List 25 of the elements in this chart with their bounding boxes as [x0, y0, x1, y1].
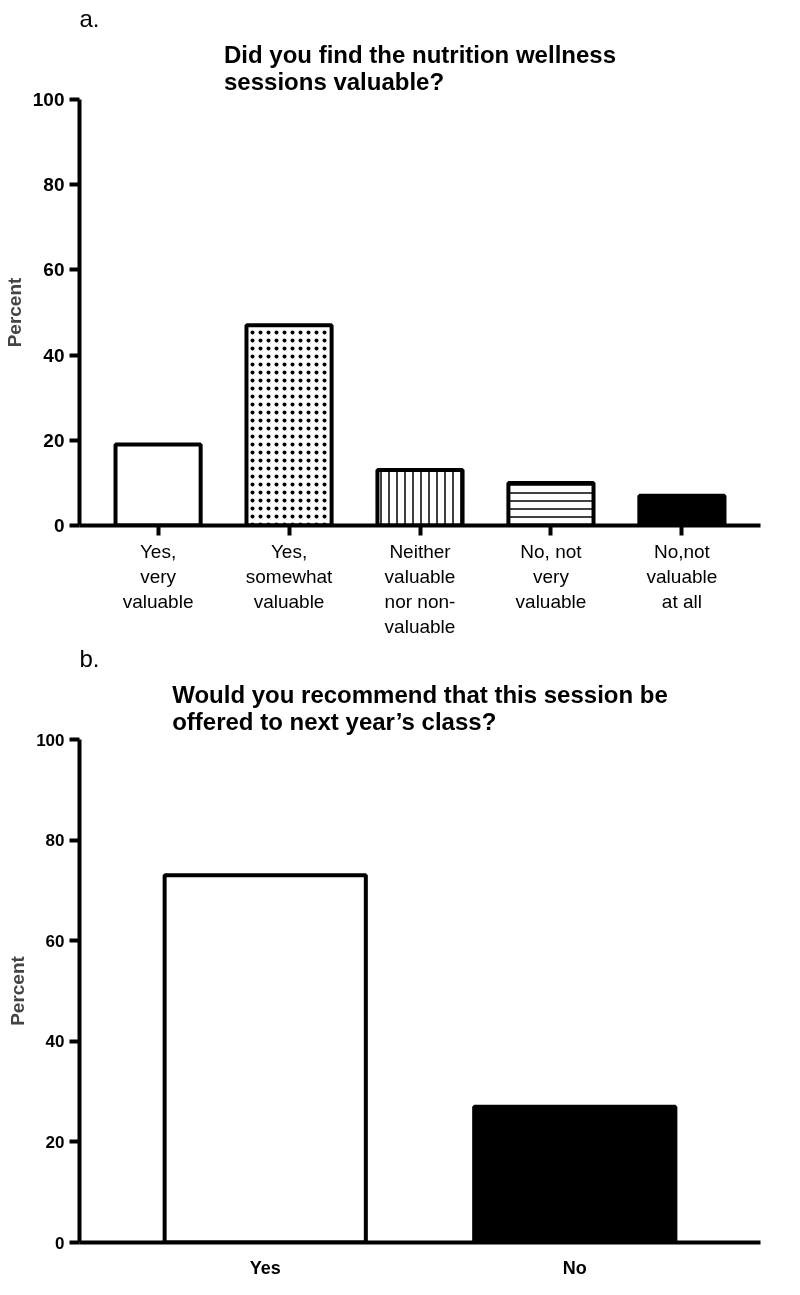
y-tick-label: 40: [43, 344, 65, 366]
y-tick-label: 60: [45, 931, 65, 951]
text: a.: [79, 4, 100, 32]
y-tick-label: 100: [32, 89, 65, 110]
y-axis-title: Percent: [7, 955, 29, 1026]
x-tick-label: No: [562, 1257, 587, 1278]
y-tick-label: 80: [45, 831, 65, 851]
y-axis-title: Percent: [3, 276, 25, 348]
x-tick-label: Yes, very valuable: [122, 540, 194, 612]
x-tick-label: No, not very valuable: [515, 540, 587, 612]
y-tick-label: 0: [53, 515, 65, 536]
text: b.: [79, 644, 100, 672]
y-tick-label: 20: [45, 1132, 65, 1152]
y-tick-label: 20: [43, 429, 65, 451]
chart-title: Did you find the nutrition wellness sessions valuable?: [224, 40, 617, 95]
y-tick-label: 80: [43, 174, 65, 196]
y-tick-label: 60: [43, 259, 65, 281]
y-tick-label: 0: [55, 1233, 65, 1253]
chart-title: Would you recommend that this session be offered to next year’s class?: [172, 680, 668, 735]
x-tick-label: Neither valuable nor non- valuable: [384, 540, 456, 638]
x-tick-label: Yes: [249, 1257, 281, 1278]
x-tick-label: Yes, somewhat valuable: [245, 540, 334, 612]
x-tick-label: No,not valuable at all: [646, 540, 718, 612]
y-tick-label: 40: [45, 1032, 65, 1052]
y-tick-label: 100: [36, 730, 65, 750]
